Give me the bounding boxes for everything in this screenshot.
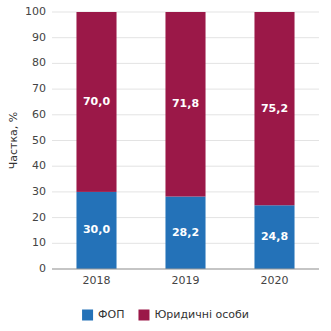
y-tick-label: 0	[39, 262, 46, 275]
y-tick-label: 100	[25, 5, 46, 18]
y-tick-label: 10	[32, 236, 46, 249]
bar	[76, 12, 116, 192]
grid-line	[52, 269, 319, 270]
x-ticks: 2018 2019 2020	[83, 274, 289, 287]
y-tick-label: 80	[32, 56, 46, 69]
y-tick-label: 40	[32, 159, 46, 172]
y-tick-label: 30	[32, 185, 46, 198]
legend-item: ФОП	[82, 308, 124, 321]
bar	[165, 12, 205, 197]
legend-swatch	[82, 310, 93, 321]
x-tick-label: 2019	[172, 274, 200, 287]
data-label: 28,2	[172, 226, 199, 239]
chart-svg: 0 10 20 30 40 50 60 70 80 90 100 Частка, % 30,0 28,2 2…	[0, 0, 331, 331]
y-axis-label: Частка, %	[7, 112, 20, 170]
legend-label: Юридичні особи	[154, 308, 248, 321]
data-label: 71,8	[172, 97, 199, 110]
data-labels: 30,0 28,2 24,8 70,0 71,8 75,2	[83, 95, 288, 243]
bar	[165, 197, 205, 269]
legend-item: Юридичні особи	[138, 308, 248, 321]
bar	[76, 192, 116, 269]
y-tick-label: 90	[32, 31, 46, 44]
bar	[254, 205, 294, 269]
legend-label: ФОП	[98, 308, 124, 321]
y-tick-label: 20	[32, 211, 46, 224]
x-tick-label: 2020	[261, 274, 289, 287]
y-tick-label: 70	[32, 82, 46, 95]
data-label: 30,0	[83, 223, 110, 236]
data-label: 24,8	[261, 230, 288, 243]
chart-container: 0 10 20 30 40 50 60 70 80 90 100 Частка, % 30,0 28,2 2…	[0, 0, 331, 331]
grid	[52, 12, 319, 269]
bar	[254, 12, 294, 205]
legend: ФОП Юридичні особи	[82, 308, 249, 321]
y-ticks: 0 10 20 30 40 50 60 70 80 90 100	[25, 5, 46, 275]
data-label: 70,0	[83, 95, 110, 108]
y-tick-label: 60	[32, 108, 46, 121]
legend-swatch	[138, 310, 149, 321]
x-axis-line	[52, 269, 319, 270]
y-tick-label: 50	[32, 134, 46, 147]
data-label: 75,2	[261, 102, 288, 115]
bars	[76, 12, 294, 269]
x-tick-label: 2018	[83, 274, 111, 287]
